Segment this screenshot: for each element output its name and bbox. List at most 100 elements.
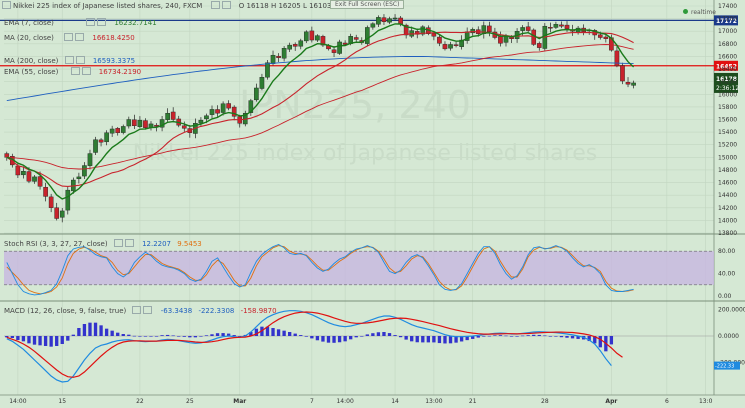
candle[interactable] — [231, 106, 237, 117]
settings-icon[interactable] — [75, 33, 85, 41]
candle[interactable] — [215, 109, 220, 114]
candle[interactable] — [48, 196, 54, 208]
candle[interactable] — [303, 31, 309, 42]
candle[interactable] — [270, 54, 276, 64]
candle[interactable] — [281, 48, 287, 59]
candle[interactable] — [165, 112, 170, 120]
candle[interactable] — [597, 34, 603, 38]
candle[interactable] — [298, 40, 304, 47]
candle[interactable] — [248, 100, 254, 113]
candle[interactable] — [126, 119, 132, 127]
candle[interactable] — [365, 27, 370, 44]
candle[interactable] — [132, 119, 137, 127]
candle[interactable] — [120, 126, 126, 133]
candle[interactable] — [453, 44, 459, 46]
candle[interactable] — [370, 23, 376, 28]
candle[interactable] — [331, 49, 337, 53]
eye-icon[interactable] — [132, 306, 142, 314]
candle[interactable] — [115, 128, 121, 133]
candle[interactable] — [487, 25, 492, 33]
candle[interactable] — [198, 119, 204, 124]
candle[interactable] — [448, 44, 453, 49]
macd-header[interactable]: MACD (12, 26, close, 9, false, true) -63… — [4, 306, 277, 315]
settings-icon[interactable] — [221, 1, 231, 9]
candle[interactable] — [320, 36, 326, 46]
candle[interactable] — [292, 44, 298, 47]
candle[interactable] — [76, 176, 82, 179]
candle[interactable] — [337, 41, 342, 54]
settings-icon[interactable] — [97, 18, 107, 26]
candle[interactable] — [226, 103, 231, 109]
settings-icon[interactable] — [75, 56, 85, 64]
settings-icon[interactable] — [143, 306, 153, 314]
eye-icon[interactable] — [86, 18, 96, 26]
eye-icon[interactable] — [70, 67, 80, 75]
indicator-ema7[interactable]: EMA (7, close) 16232.7141 — [4, 18, 157, 27]
candle[interactable] — [353, 37, 359, 40]
candle[interactable] — [21, 171, 26, 176]
indicator-ma20[interactable]: MA (20, close) 16618.4250 — [4, 33, 135, 42]
candle[interactable] — [143, 120, 148, 128]
candle[interactable] — [559, 24, 564, 27]
candle[interactable] — [287, 44, 292, 50]
candle[interactable] — [437, 36, 442, 44]
candle[interactable] — [170, 111, 176, 120]
candle[interactable] — [392, 17, 398, 20]
candle[interactable] — [104, 132, 109, 143]
candle[interactable] — [498, 36, 503, 44]
candle[interactable] — [564, 24, 570, 29]
candle[interactable] — [265, 62, 270, 78]
indicator-ema55[interactable]: EMA (55, close) 16734.2190 — [4, 67, 141, 76]
candle[interactable] — [259, 77, 265, 89]
candle[interactable] — [93, 139, 98, 153]
candle[interactable] — [459, 39, 464, 47]
settings-icon[interactable] — [124, 239, 134, 247]
candle[interactable] — [37, 176, 43, 187]
eye-icon[interactable] — [210, 1, 220, 9]
candle[interactable] — [4, 153, 10, 158]
candle[interactable] — [431, 33, 437, 37]
candle[interactable] — [309, 30, 315, 41]
candle[interactable] — [209, 109, 215, 115]
candle[interactable] — [254, 87, 259, 101]
eye-icon[interactable] — [113, 239, 123, 247]
candle[interactable] — [109, 128, 115, 134]
exit-fullscreen-button[interactable]: Exit Full Screen (ESC) — [330, 0, 405, 9]
indicator-ma200[interactable]: MA (200, close) 16593.3375 — [4, 56, 135, 65]
candle[interactable] — [98, 139, 104, 143]
candle[interactable] — [342, 42, 348, 45]
candle[interactable] — [553, 24, 559, 28]
candle[interactable] — [536, 43, 542, 48]
candle[interactable] — [54, 207, 60, 219]
candle[interactable] — [420, 26, 426, 35]
candle[interactable] — [276, 55, 281, 58]
candle[interactable] — [15, 165, 21, 176]
candle[interactable] — [625, 81, 631, 85]
candle[interactable] — [381, 17, 387, 22]
candle[interactable] — [603, 36, 609, 39]
candle[interactable] — [154, 124, 159, 127]
candle[interactable] — [204, 115, 209, 120]
candle[interactable] — [315, 35, 320, 41]
candle[interactable] — [442, 44, 448, 50]
eye-icon[interactable] — [64, 56, 74, 64]
candle[interactable] — [159, 119, 165, 128]
candle[interactable] — [43, 186, 48, 197]
eye-icon[interactable] — [64, 33, 74, 41]
candle[interactable] — [32, 176, 37, 182]
candle[interactable] — [181, 125, 187, 129]
candle[interactable] — [82, 165, 87, 177]
candle[interactable] — [65, 189, 71, 211]
candle[interactable] — [620, 65, 625, 82]
candle[interactable] — [548, 27, 553, 29]
candle[interactable] — [137, 119, 143, 127]
collapse-icon[interactable] — [2, 1, 11, 9]
candle[interactable] — [87, 153, 93, 166]
candle[interactable] — [387, 18, 392, 23]
stoch-header[interactable]: Stoch RSI (3, 3, 27, 27, close) 12.2207 … — [4, 239, 202, 248]
candle[interactable] — [520, 27, 525, 31]
candle[interactable] — [614, 50, 620, 67]
candle[interactable] — [220, 103, 226, 113]
candle[interactable] — [59, 210, 65, 218]
candle[interactable] — [376, 17, 381, 25]
